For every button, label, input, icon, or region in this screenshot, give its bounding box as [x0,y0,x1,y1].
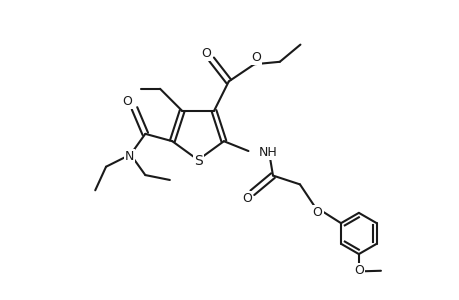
Text: NH: NH [259,146,277,158]
Text: O: O [123,95,132,108]
Text: O: O [242,192,252,205]
Text: O: O [200,47,210,60]
Text: N: N [125,150,134,164]
Text: O: O [312,206,322,219]
Text: O: O [353,264,363,277]
Text: S: S [193,154,202,168]
Text: O: O [250,51,260,64]
